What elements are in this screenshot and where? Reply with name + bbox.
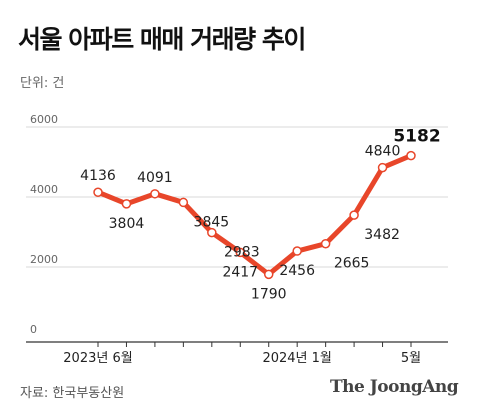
x-axis: 2023년 6월 2024년 1월 5월 <box>26 341 448 366</box>
y-tick-label: 4000 <box>30 183 58 196</box>
data-labels: 4136 3804 4091 3845 2983 2417 1790 2456 2665 3482… <box>80 127 440 303</box>
data-point <box>377 162 388 173</box>
data-label: 3482 <box>364 227 400 243</box>
data-label: 4136 <box>80 168 116 184</box>
series-line <box>95 153 414 277</box>
data-points <box>93 150 416 280</box>
data-label: 5182 <box>393 127 440 147</box>
data-point <box>320 238 331 249</box>
data-label: 4840 <box>365 144 401 160</box>
y-axis-ticks: 0 2000 4000 6000 <box>30 113 58 336</box>
series-polyline <box>95 153 414 277</box>
grid-lines <box>26 126 448 268</box>
source-note: 자료: 한국부동산원 <box>20 386 125 401</box>
x-tick-label: 5월 <box>401 351 421 366</box>
data-label: 2456 <box>279 263 315 279</box>
data-label: 1790 <box>251 286 287 302</box>
data-point <box>207 227 217 238</box>
data-point <box>292 246 302 256</box>
chart-title: 서울 아파트 매매 거래량 추이 <box>18 25 306 54</box>
x-tick-label: 2023년 6월 <box>63 351 132 366</box>
y-tick-label: 6000 <box>30 113 58 126</box>
brand-logo: The JoongAng <box>330 377 459 397</box>
data-point <box>93 187 103 197</box>
data-point <box>150 189 160 199</box>
data-label: 2417 <box>222 264 258 280</box>
data-point <box>178 197 189 208</box>
data-point <box>121 199 132 209</box>
x-tick-label: 2024년 1월 <box>262 351 331 366</box>
unit-label: 단위: 건 <box>20 76 65 91</box>
data-point <box>263 269 274 280</box>
data-label: 3804 <box>109 216 145 232</box>
data-label: 4091 <box>137 170 173 186</box>
data-label: 2983 <box>224 245 260 261</box>
y-tick-label: 2000 <box>30 253 58 266</box>
data-label: 2665 <box>334 256 370 272</box>
data-label: 3845 <box>194 214 230 230</box>
data-point <box>349 210 359 220</box>
data-point <box>406 150 416 161</box>
data-point <box>235 247 246 258</box>
y-tick-label: 0 <box>30 323 37 336</box>
